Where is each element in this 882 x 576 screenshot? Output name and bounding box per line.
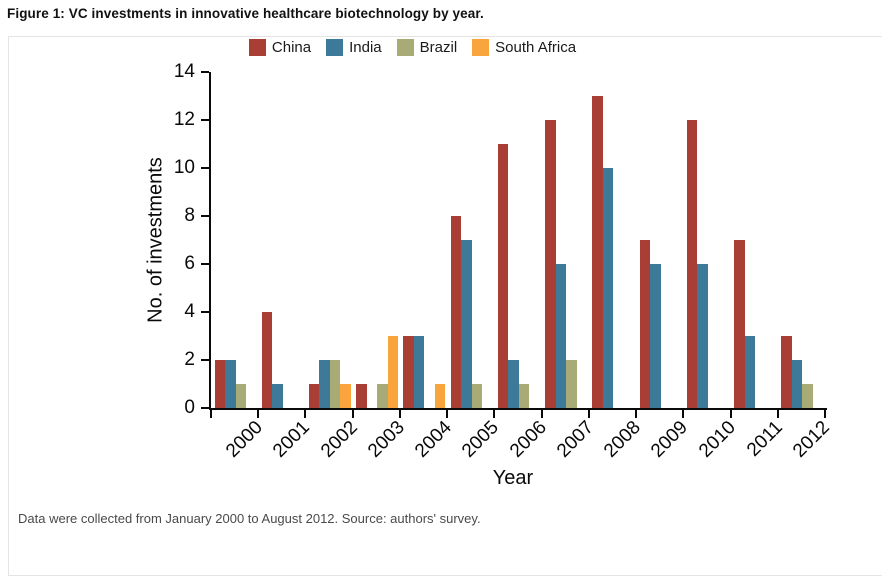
y-axis-tick [201,167,209,169]
y-tick-label: 0 [184,397,195,418]
y-axis-tick [201,215,209,217]
bar-india-2007 [555,264,567,408]
legend-swatch-icon [396,39,414,56]
bar-india-2010 [697,264,708,408]
bar-south-africa-2003 [387,336,399,408]
bar-india-2001 [272,384,283,408]
bar-china-2006 [497,144,509,408]
x-axis-tick [635,410,638,418]
y-axis-title: No. of investments [144,157,167,323]
bar-brazil-2002 [329,360,341,408]
x-axis-tick [351,410,354,418]
y-axis-tick [201,263,209,265]
plot-area: 0 2 4 6 8 10 12 14 2000 2001 2002 2003 2004 2005 2006 2… [174,61,834,462]
y-tick-label: 4 [184,301,195,322]
figure-page: { "title": "Figure 1: VC investments in … [0,6,882,576]
y-tick-label: 10 [173,157,195,178]
y-axis-tick [201,311,209,313]
x-axis-tick [540,410,543,418]
y-tick-label: 6 [184,253,195,274]
x-axis-tick [304,410,307,418]
bar-china-2003 [356,384,367,408]
y-axis-tick [201,119,209,121]
legend-swatch-icon [326,39,344,56]
legend-label: India [349,39,382,56]
bar-brazil-2007 [566,360,577,408]
legend-item: South Africa [472,39,576,56]
bar-china-2000 [214,360,225,408]
x-axis-line [209,408,827,410]
y-tick-label: 8 [184,205,195,226]
bar-china-2008 [592,96,603,408]
x-axis-title: Year [492,467,534,489]
legend-swatch-icon [472,39,490,56]
x-axis-tick [587,410,590,418]
x-axis-tick [776,410,779,418]
bar-india-2002 [319,360,330,408]
figure-caption: Data were collected from January 2000 to… [18,511,481,526]
bar-india-2006 [508,360,519,408]
bar-brazil-2005 [471,384,483,408]
bar-india-2009 [650,264,661,408]
bar-india-2012 [791,360,803,408]
x-axis-tick [729,410,732,418]
x-axis-tick [824,410,826,418]
legend-label: China [271,39,312,56]
legend-label: South Africa [495,39,577,56]
y-tick-label: 2 [184,349,195,370]
x-axis-tick [446,410,449,418]
y-axis-tick [201,407,209,409]
figure-title: Figure 1: VC investments in innovative h… [7,6,484,21]
bar-brazil-2012 [802,384,813,408]
bar-china-2010 [686,120,698,408]
bar-china-2011 [734,240,745,408]
x-axis-tick [210,410,212,418]
bar-brazil-2000 [235,384,246,408]
bar-india-2008 [602,168,614,408]
x-axis-tick [398,410,401,418]
bar-india-2005 [461,240,472,408]
chart-legend: China India Brazil South Africa [0,39,825,56]
bar-india-2000 [225,360,236,408]
legend-item: Brazil [396,39,458,56]
x-axis-tick [682,410,685,418]
bar-south-africa-2002 [340,384,351,408]
bar-china-2002 [308,384,320,408]
y-axis-tick [201,71,209,73]
bar-china-2012 [781,336,792,408]
y-axis-line [209,72,211,410]
bar-india-2004 [413,336,425,408]
bar-china-2009 [639,240,651,408]
bar-india-2011 [744,336,756,408]
bar-china-2001 [261,312,273,408]
bar-china-2005 [450,216,462,408]
legend-label: Brazil [419,39,458,56]
x-axis-tick [493,410,496,418]
bar-brazil-2006 [518,384,530,408]
legend-item: China [248,39,312,56]
bar-brazil-2003 [377,384,388,408]
bar-china-2007 [545,120,556,408]
y-axis-tick [201,359,209,361]
y-tick-label: 12 [173,109,195,130]
x-axis-tick [257,410,260,418]
legend-swatch-icon [248,39,266,56]
bar-china-2004 [403,336,414,408]
legend-item: India [326,39,382,56]
bar-south-africa-2004 [434,384,446,408]
y-tick-label: 14 [173,61,195,82]
